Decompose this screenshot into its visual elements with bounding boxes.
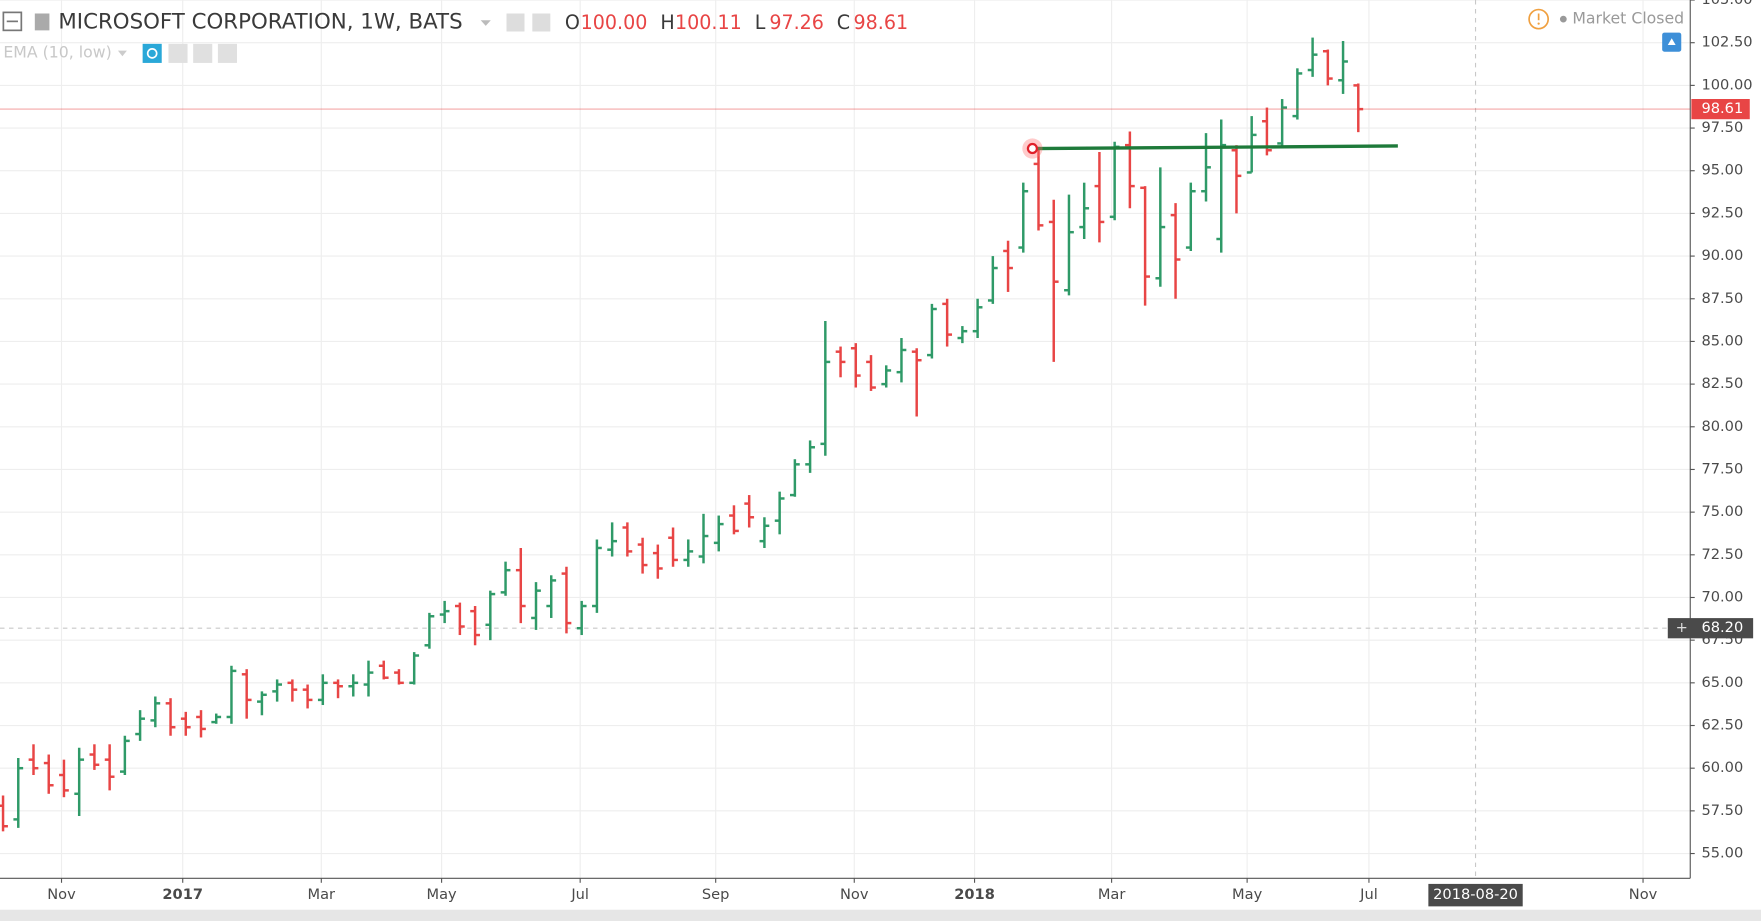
last-price-label: 98.61 [1701, 100, 1743, 117]
y-tick-label: 72.50 [1701, 546, 1743, 563]
warning-icon[interactable] [1528, 8, 1550, 30]
x-tick-label: Nov [47, 886, 76, 903]
x-tick-label: May [1232, 886, 1263, 903]
crosshair-x-box [1428, 883, 1523, 907]
eye-button[interactable] [506, 13, 525, 32]
y-tick-label: 70.00 [1701, 588, 1743, 605]
bottom-strip [0, 909, 1761, 921]
eye-button[interactable] [142, 43, 162, 63]
y-tick-label: 92.50 [1701, 204, 1743, 221]
y-tick-label: 80.00 [1701, 418, 1743, 435]
market-status: Market Closed [1572, 9, 1684, 28]
x-tick-label: May [427, 886, 458, 903]
y-tick-label: 77.50 [1701, 460, 1743, 477]
symbol-icon [34, 13, 50, 31]
plot [0, 37, 1691, 832]
grid [0, 0, 1691, 879]
y-tick-label: 105.00 [1701, 0, 1752, 8]
settings-button[interactable] [532, 13, 551, 32]
add-button[interactable] [193, 43, 213, 63]
ohlc-key: L [755, 11, 766, 34]
ohlc-key: H [660, 11, 674, 34]
crosshair-y-box [1667, 618, 1754, 639]
y-tick-label: 65.00 [1701, 674, 1743, 691]
ohlc-value: 100.11 [675, 11, 742, 34]
y-tick-label: 57.50 [1701, 802, 1743, 819]
crosshair-x-label: 2018-08-20 [1433, 886, 1518, 903]
x-tick-label: Mar [1098, 886, 1126, 903]
scale-icon [1667, 38, 1676, 45]
x-tick-label: Mar [308, 886, 336, 903]
y-tick-label: 60.00 [1701, 759, 1743, 776]
eye-icon [146, 48, 158, 59]
x-tick-label: 2017 [162, 886, 203, 903]
y-tick-label: 95.00 [1701, 162, 1743, 179]
dropdown-icon[interactable] [117, 50, 127, 57]
x-tick-label: Nov [1629, 886, 1658, 903]
ohlc-value: 98.61 [854, 11, 909, 34]
indicator-label: EMA (10, low) [3, 42, 111, 61]
y-tick-label: 85.00 [1701, 332, 1743, 349]
y-tick-label: 90.00 [1701, 247, 1743, 264]
x-tick-label: Jul [570, 886, 589, 903]
status-dot [1559, 15, 1567, 23]
y-tick-label: 55.00 [1701, 845, 1743, 862]
y-tick-label: 100.00 [1701, 76, 1752, 93]
x-tick-label: 2018 [954, 886, 995, 903]
trendline [1032, 144, 1398, 151]
y-tick-label: 62.50 [1701, 717, 1743, 734]
y-tick-label: 102.50 [1701, 34, 1752, 51]
y-tick-label: 97.50 [1701, 119, 1743, 136]
y-tick-label: 82.50 [1701, 375, 1743, 392]
remove-button[interactable] [217, 43, 237, 63]
ohlc-value: 97.26 [769, 11, 824, 34]
ohlc-value: 100.00 [581, 11, 648, 34]
y-tick-label: 75.00 [1701, 503, 1743, 520]
ohlc-key: C [837, 11, 850, 34]
crosshair-y-label: 68.20 [1701, 619, 1743, 636]
x-tick-label: Sep [702, 886, 730, 903]
x-tick-label: Nov [840, 886, 869, 903]
y-tick-label: 87.50 [1701, 290, 1743, 307]
symbol-title: MICROSOFT CORPORATION, 1W, BATS [58, 9, 462, 34]
collapse-button[interactable] [2, 11, 23, 32]
crosshair-plus: + [1676, 619, 1688, 636]
axes: 55.0057.5060.0062.5065.0067.5070.0072.50… [47, 0, 1754, 907]
last-price-box [1691, 99, 1750, 120]
trendline-handle[interactable] [1026, 142, 1039, 155]
ohlc-key: O [565, 11, 580, 34]
x-tick-label: Jul [1359, 886, 1378, 903]
warning-icon-dot [1537, 22, 1540, 25]
settings-button[interactable] [168, 43, 188, 63]
dropdown-icon[interactable] [480, 20, 491, 26]
